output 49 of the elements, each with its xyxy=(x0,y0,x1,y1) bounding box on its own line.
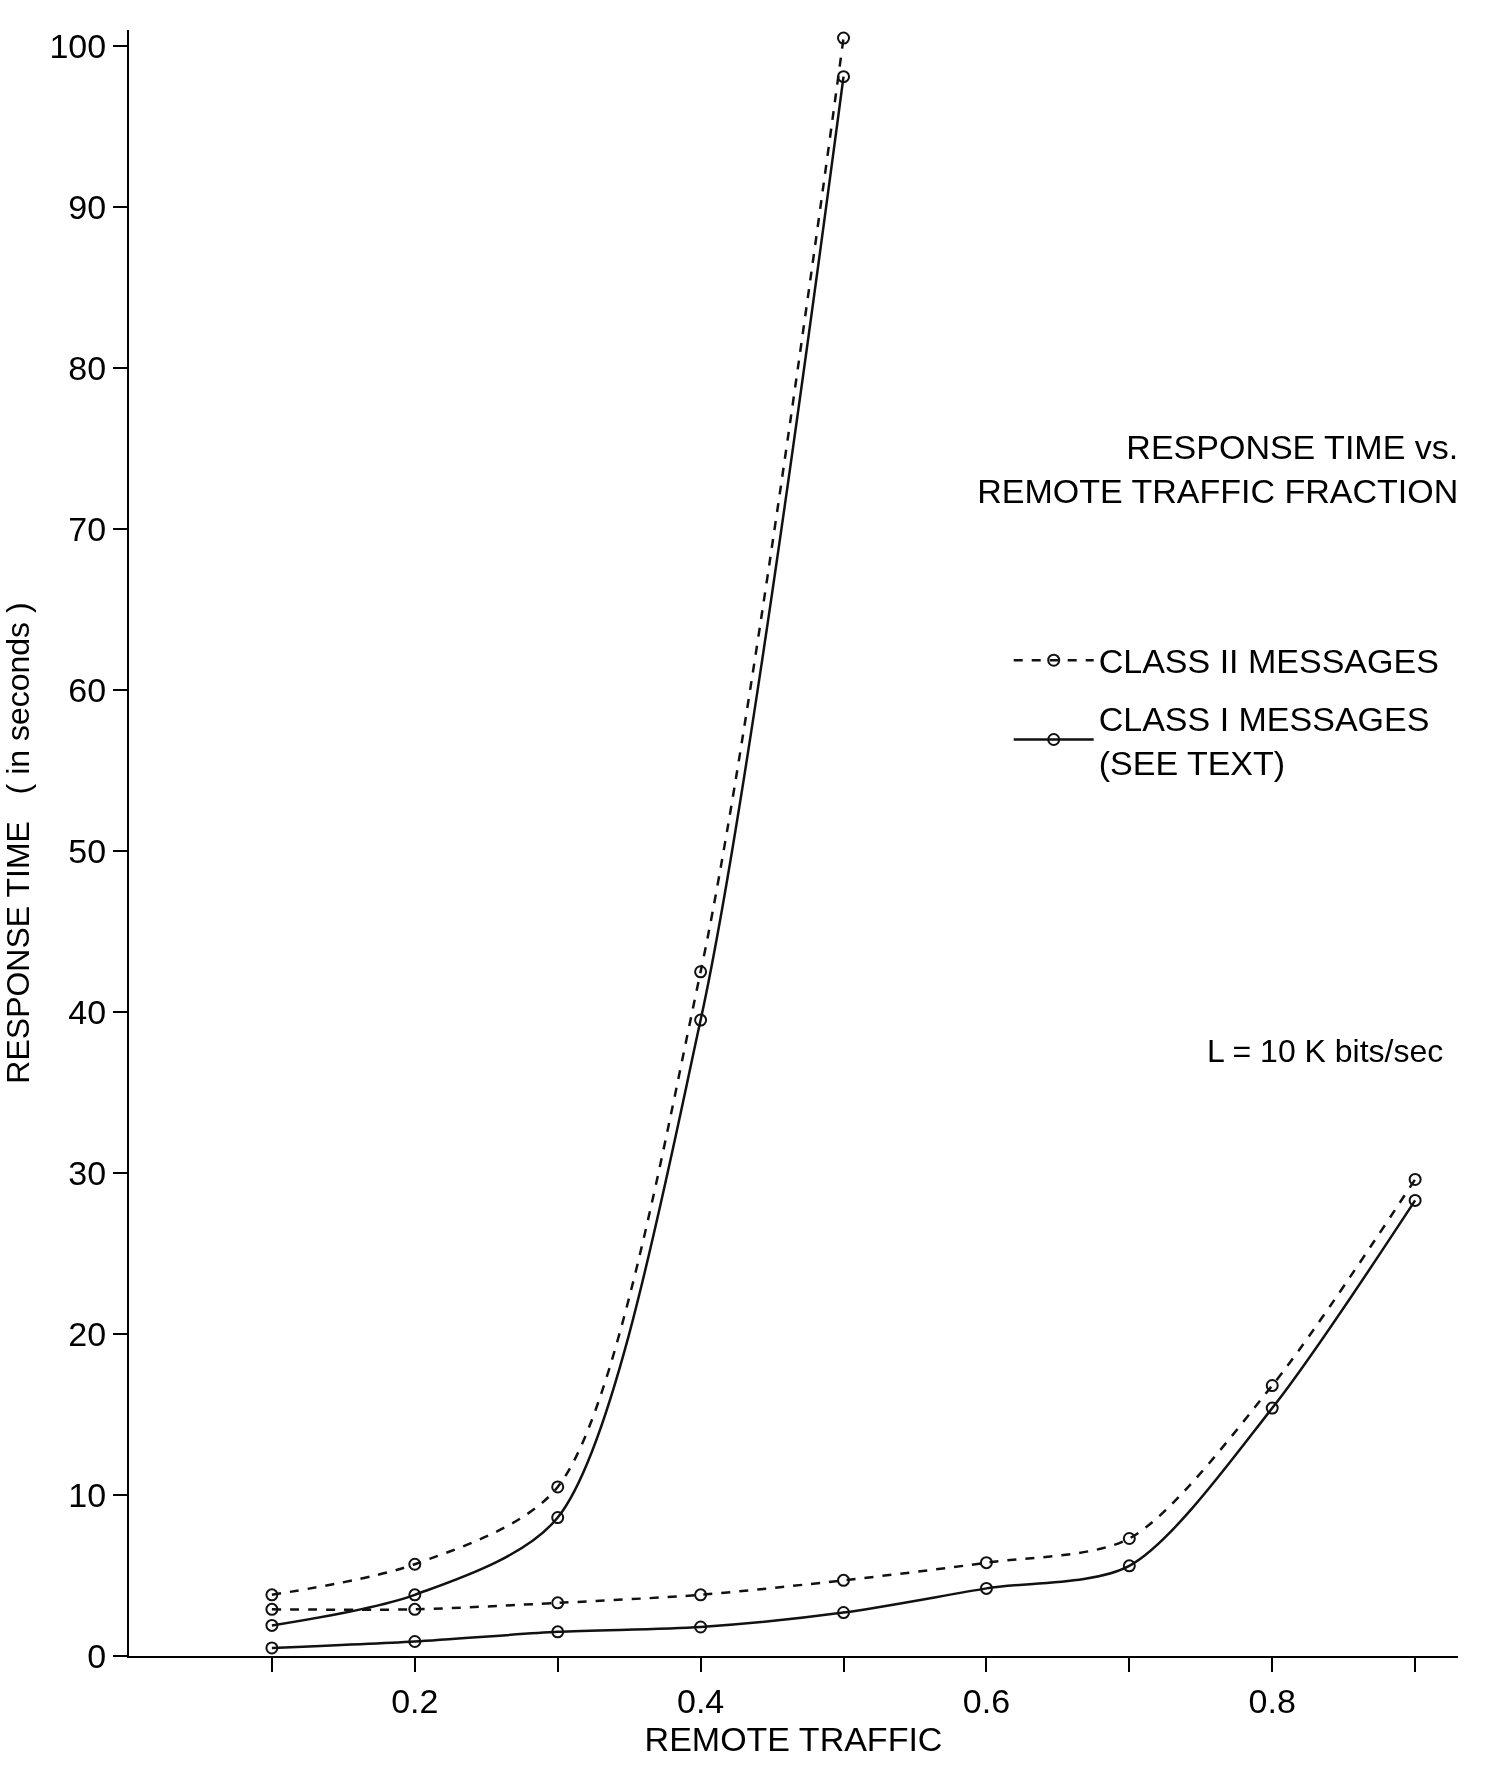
point xyxy=(551,1511,565,1525)
x-tick-label: 0.2 xyxy=(391,1681,439,1720)
y-tick-label: 100 xyxy=(49,27,107,65)
y-tick-label: 90 xyxy=(68,187,107,226)
y-tick-label: 70 xyxy=(68,509,107,548)
point xyxy=(1122,1531,1136,1545)
y-tick-label: 50 xyxy=(68,831,107,870)
point xyxy=(408,1635,422,1649)
x-tick-label: 0.8 xyxy=(1248,1681,1296,1720)
y-tick-label: 0 xyxy=(87,1636,107,1675)
point xyxy=(979,1581,993,1595)
legend-label: CLASS II MESSAGES xyxy=(1098,642,1439,681)
y-axis-title: RESPONSE TIME ( in seconds ) xyxy=(0,602,36,1084)
x-tick-label: 0.4 xyxy=(676,1681,725,1720)
y-tick-label: 80 xyxy=(68,348,107,387)
y-tick-label: 40 xyxy=(68,992,107,1031)
point xyxy=(408,1602,422,1616)
point xyxy=(408,1557,422,1571)
point xyxy=(979,1556,993,1570)
point xyxy=(1265,1401,1279,1415)
point xyxy=(694,1588,708,1602)
legend-label: CLASS I MESSAGES (SEE TEXT) xyxy=(1098,699,1430,782)
text: RESPONSE TIME vs. REMOTE TRAFFIC FRACTION xyxy=(977,428,1459,511)
y-tick-label: 30 xyxy=(68,1153,107,1192)
point xyxy=(694,1620,708,1634)
point xyxy=(551,1625,565,1639)
point xyxy=(837,70,851,84)
point xyxy=(837,31,851,45)
point xyxy=(1408,1172,1422,1186)
y-tick-label: 10 xyxy=(68,1475,107,1514)
point xyxy=(694,1013,708,1027)
point xyxy=(265,1602,279,1616)
point xyxy=(837,1573,851,1587)
point xyxy=(265,1641,279,1655)
point xyxy=(265,1588,279,1602)
point xyxy=(837,1606,851,1620)
y-tick-label: 20 xyxy=(68,1314,107,1353)
point xyxy=(1408,1193,1422,1207)
point xyxy=(1265,1379,1279,1393)
x-axis-title: REMOTE TRAFFIC xyxy=(644,1719,943,1758)
point xyxy=(1122,1559,1136,1573)
x-tick-label: 0.6 xyxy=(962,1681,1011,1720)
point xyxy=(265,1618,279,1632)
annotation: L = 10 K bits/sec xyxy=(1207,1033,1444,1069)
point xyxy=(408,1588,422,1602)
y-tick-label: 60 xyxy=(68,670,107,709)
point xyxy=(694,965,708,979)
point xyxy=(551,1480,565,1494)
point xyxy=(551,1596,565,1610)
